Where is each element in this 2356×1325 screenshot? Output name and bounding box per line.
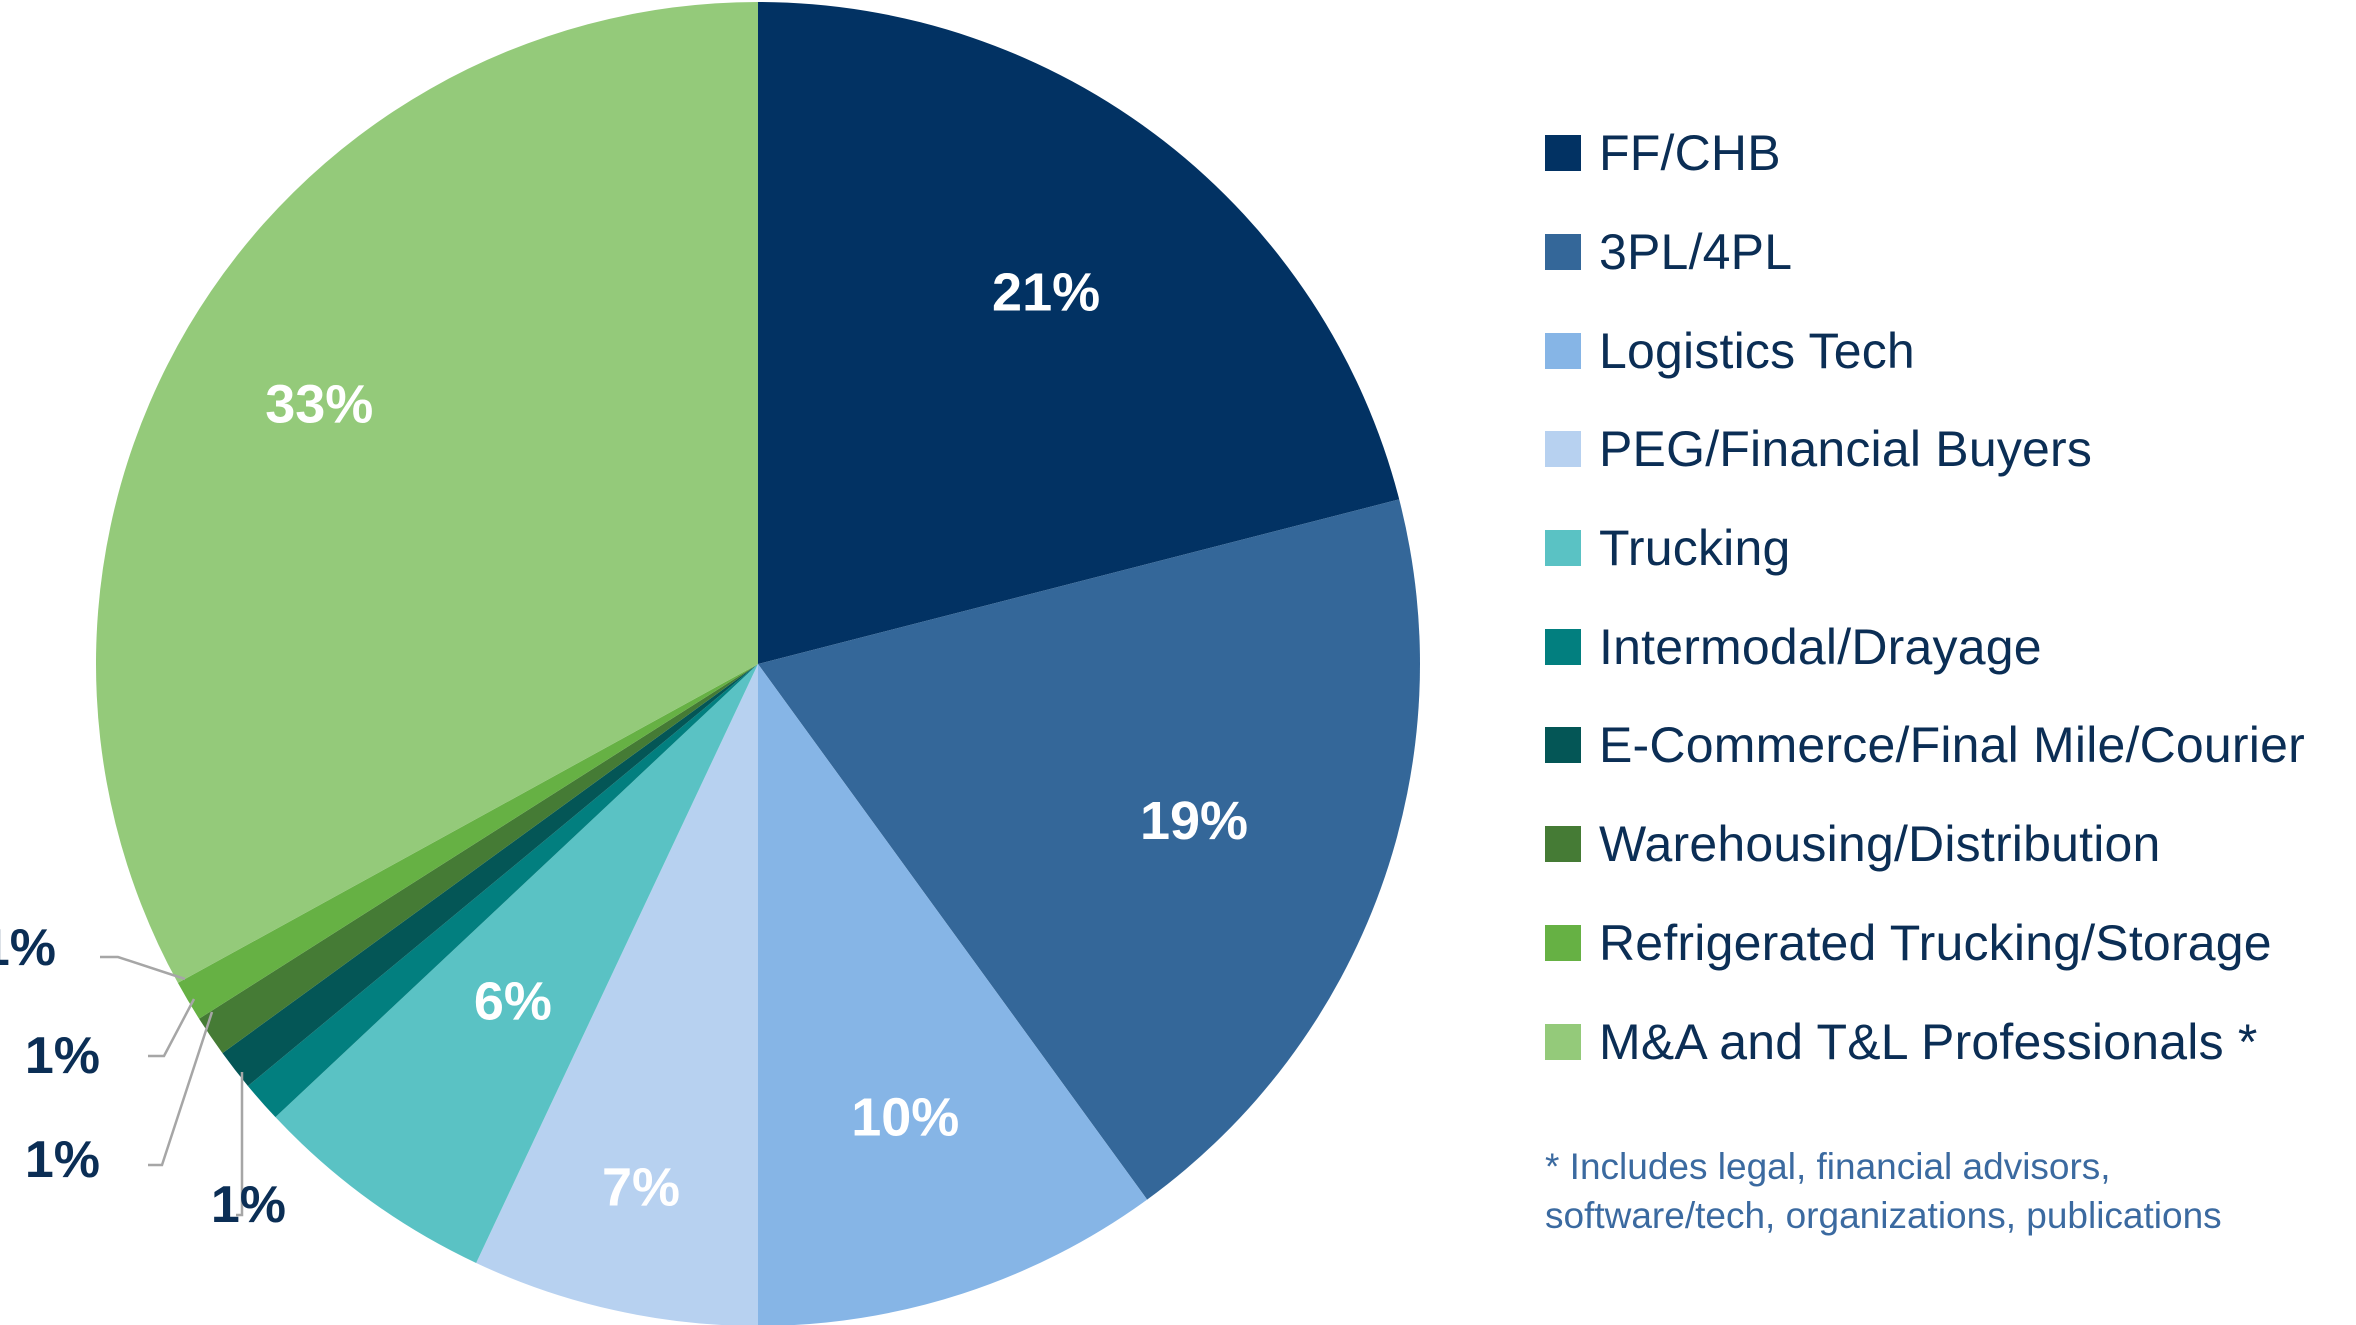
legend-label: FF/CHB — [1599, 125, 1781, 182]
legend-label: Refrigerated Trucking/Storage — [1599, 914, 2272, 971]
chart-footnote: * Includes legal, financial advisors, so… — [1545, 1142, 2345, 1240]
legend-swatch — [1545, 135, 1581, 172]
legend-item: M&A and T&L Professionals * — [1545, 992, 2345, 1091]
leader-line — [236, 1072, 244, 1217]
pie-slice — [199, 664, 758, 1054]
legend-swatch — [1545, 332, 1581, 369]
legend-item: Logistics Tech — [1545, 301, 2345, 400]
chart-legend: FF/CHB 3PL/4PL Logistics Tech PEG/Financ… — [1545, 104, 2345, 1091]
slice-label: 1% — [211, 1176, 286, 1234]
slice-label: 19% — [1140, 791, 1248, 851]
slice-label: 1% — [25, 1131, 100, 1189]
legend-swatch — [1545, 234, 1581, 271]
legend-swatch — [1545, 727, 1581, 764]
legend-label: 3PL/4PL — [1599, 224, 1793, 281]
pie-slice — [96, 2, 759, 983]
slice-label: 10% — [851, 1087, 959, 1147]
legend-item: PEG/Financial Buyers — [1545, 400, 2345, 499]
legend-item: Refrigerated Trucking/Storage — [1545, 894, 2345, 993]
slice-label: 1% — [25, 1027, 100, 1085]
slice-label: 21% — [992, 263, 1100, 323]
pie-slice — [177, 664, 758, 1019]
footnote-line: * Includes legal, financial advisors, — [1545, 1146, 2111, 1187]
pie-slice — [758, 499, 1420, 1200]
slice-label: 6% — [474, 971, 552, 1031]
legend-label: Trucking — [1599, 520, 1791, 577]
footnote-line: software/tech, organizations, publicatio… — [1545, 1195, 2222, 1236]
legend-label: Logistics Tech — [1599, 322, 1915, 379]
legend-swatch — [1545, 628, 1581, 665]
pie-slice — [758, 2, 1400, 664]
pie-slice — [222, 664, 758, 1086]
legend-label: E-Commerce/Final Mile/Courier — [1599, 717, 2305, 774]
legend-item: Warehousing/Distribution — [1545, 795, 2345, 894]
legend-item: 3PL/4PL — [1545, 203, 2345, 302]
pie-slice — [758, 664, 1148, 1325]
slice-label: 33% — [265, 375, 373, 435]
pie-slice — [476, 664, 758, 1325]
pie-slice — [275, 664, 758, 1263]
legend-item: FF/CHB — [1545, 104, 2345, 203]
legend-swatch — [1545, 530, 1581, 567]
pie-slice — [247, 664, 758, 1118]
slice-label: 1% — [0, 919, 56, 977]
leader-line — [100, 955, 186, 981]
legend-swatch — [1545, 431, 1581, 468]
legend-label: M&A and T&L Professionals * — [1599, 1013, 2258, 1070]
slice-label: 7% — [602, 1157, 680, 1217]
legend-swatch — [1545, 924, 1581, 961]
legend-label: Warehousing/Distribution — [1599, 816, 2161, 873]
leader-line — [148, 1011, 214, 1167]
legend-label: PEG/Financial Buyers — [1599, 421, 2093, 478]
legend-label: Intermodal/Drayage — [1599, 618, 2042, 675]
legend-swatch — [1545, 1023, 1581, 1060]
legend-item: Trucking — [1545, 499, 2345, 598]
leader-line — [148, 998, 196, 1058]
legend-item: Intermodal/Drayage — [1545, 597, 2345, 696]
pie-chart-svg: 21% 19% 10% 7% 6% 1% 1% 1% 1% 33% — [0, 2, 1420, 1325]
legend-swatch — [1545, 826, 1581, 863]
legend-item: E-Commerce/Final Mile/Courier — [1545, 696, 2345, 795]
